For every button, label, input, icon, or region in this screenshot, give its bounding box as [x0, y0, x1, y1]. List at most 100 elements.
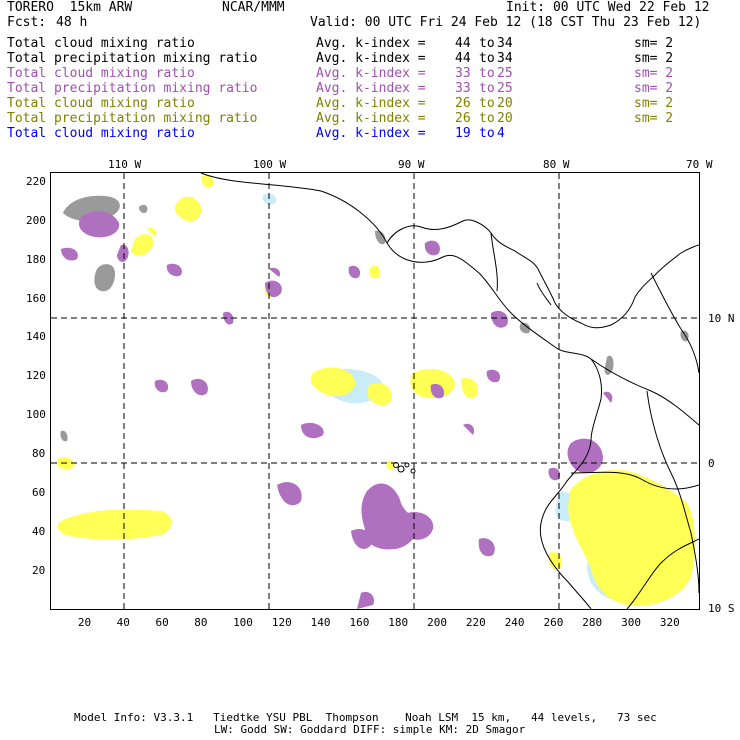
legend-smoothing: sm= 2 — [634, 66, 674, 81]
center-label: NCAR/MMM — [222, 0, 285, 15]
x-tick-label: 20 — [77, 616, 92, 629]
caribbean-coastline — [386, 219, 699, 329]
legend-k-min: 19 — [455, 126, 471, 141]
purple-patch — [361, 483, 418, 550]
legend-smoothing: sm= 2 — [634, 51, 674, 66]
yellow-patch — [201, 175, 214, 188]
gray-patch — [139, 204, 148, 214]
lon-label-110w: 110 W — [108, 158, 142, 171]
purple-patch — [567, 438, 603, 474]
purple-patch — [301, 422, 324, 439]
central-america-border — [490, 232, 498, 292]
legend-to: to — [479, 96, 495, 111]
x-tick-label: 60 — [155, 616, 169, 629]
coastlines — [200, 173, 699, 609]
purple-patch — [191, 378, 208, 396]
y-tick-label: 80 — [32, 447, 46, 461]
purple-patch — [491, 310, 508, 328]
yellow-patch — [367, 382, 392, 406]
legend-variable: Total cloud mixing ratio — [7, 126, 195, 141]
purple-patch — [154, 379, 169, 393]
x-tick-label: 220 — [465, 616, 486, 629]
lat-label-eq: 0 — [708, 457, 715, 470]
yellow-patch — [568, 469, 696, 606]
lon-label-90w: 90 W — [398, 158, 425, 171]
legend-k-max: 25 — [497, 81, 513, 96]
legend-k-min: 26 — [455, 111, 471, 126]
x-tick-label: 100 — [233, 616, 253, 629]
legend-k-max: 34 — [497, 51, 513, 66]
legend-k-min: 44 — [455, 51, 471, 66]
forecast-hours: 48 h — [56, 15, 88, 30]
legend-kindex-label: Avg. k-index = — [316, 81, 426, 96]
purple-patch — [269, 267, 281, 277]
legend-to: to — [479, 111, 495, 126]
purple-patch — [357, 591, 375, 609]
y-tick-label: 180 — [26, 252, 46, 266]
legend-kindex-label: Avg. k-index = — [316, 126, 426, 141]
yellow-patch — [369, 265, 381, 279]
legend-row: Total cloud mixing ratio Avg. k-index = 4 1… — [7, 126, 737, 141]
venezuela-coast — [650, 272, 699, 374]
yellow-patch — [57, 509, 172, 540]
x-tick-label: 40 — [116, 616, 130, 629]
yellow-patch — [571, 491, 583, 505]
purple-cloud-fields — [61, 211, 613, 609]
yellow-patch — [131, 234, 154, 256]
lat-label-10n: 10 N — [708, 312, 735, 325]
gray-patch — [60, 430, 68, 442]
y-tick-label: 140 — [26, 330, 46, 344]
x-tick-label: 280 — [582, 616, 603, 629]
legend-k-max: 20 — [497, 96, 513, 111]
legend-row: Total cloud mixing ratio Avg. k-index = 25… — [7, 66, 737, 81]
purple-patch — [424, 240, 440, 256]
legend-kindex-label: Avg. k-index = — [316, 36, 426, 51]
gray-patch — [375, 230, 386, 245]
legend-smoothing: sm= 2 — [634, 96, 674, 111]
purple-patch — [478, 538, 495, 557]
yellow-patch — [461, 377, 478, 399]
legend-kindex-label: Avg. k-index = — [316, 51, 426, 66]
legend-k-min: 44 — [455, 36, 471, 51]
gray-patch — [519, 322, 531, 334]
legend-row: Total cloud mixing ratio Avg. k-index = 34… — [7, 36, 737, 51]
purple-patch — [407, 511, 434, 540]
x-tick-label: 180 — [388, 616, 409, 629]
purple-patch — [548, 467, 561, 481]
legend-variable: Total precipitation mixing ratio — [7, 81, 258, 96]
legend-kindex-label: Avg. k-index = — [316, 66, 426, 81]
forecast-label: Fcst: — [7, 15, 47, 30]
x-tick-label: 240 — [504, 616, 525, 629]
model-info-line2: LW: Godd SW: Goddard DIFF: simple KM: 2D… — [214, 723, 526, 736]
galapagos-islands — [393, 462, 416, 474]
legend-row: Total precipitation mixing ratio Avg. k-i… — [7, 111, 737, 126]
legend-k-min: 33 — [455, 81, 471, 96]
x-tick-label: 140 — [310, 616, 331, 629]
purple-patch — [351, 528, 372, 549]
legend-smoothing: sm= 2 — [634, 111, 674, 126]
y-tick-label: 200 — [26, 213, 46, 227]
x-tick-label: 320 — [659, 616, 680, 629]
legend-variable: Total cloud mixing ratio — [7, 36, 195, 51]
gray-patch — [680, 330, 689, 342]
andes-border — [590, 358, 699, 426]
purple-patch — [463, 423, 475, 435]
purple-patch — [117, 244, 129, 262]
yellow-patch — [175, 196, 202, 222]
y-tick-label: 40 — [32, 525, 46, 539]
peru-ecuador-border — [570, 471, 699, 490]
lon-label-70w: 70 W — [686, 158, 713, 171]
legend-to: to — [479, 126, 495, 141]
legend-kindex-label: Avg. k-index = — [316, 111, 426, 126]
bolivia-border — [626, 538, 699, 609]
purple-patch — [603, 391, 613, 403]
legend-row: Total precipitation mixing ratio Avg. k-i… — [7, 81, 737, 96]
brazil-border — [646, 390, 699, 594]
legend-k-max: 25 — [497, 66, 513, 81]
lon-label-100w: 100 W — [253, 158, 287, 171]
y-tick-label: 20 — [32, 564, 46, 578]
legend-k-max: 34 — [497, 36, 513, 51]
y-tick-label: 120 — [26, 369, 46, 383]
legend-smoothing: sm= 2 — [634, 36, 674, 51]
y-tick-label: 100 — [26, 408, 46, 422]
